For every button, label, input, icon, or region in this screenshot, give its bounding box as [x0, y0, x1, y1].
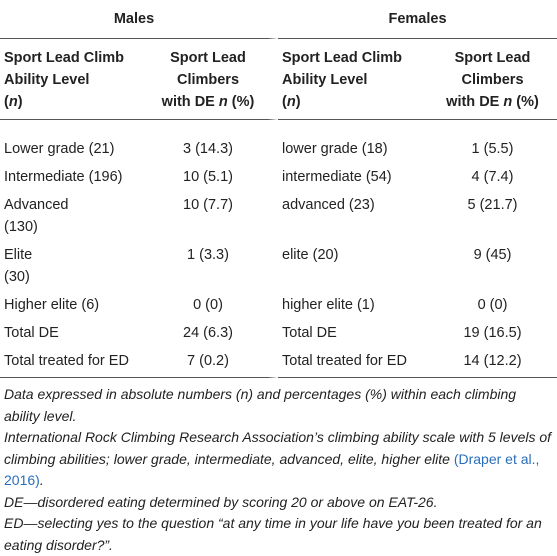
table-row: Higher elite (6) 0 (0) higher elite (1) 0 (… — [0, 289, 557, 317]
cell-line: Elite — [4, 247, 33, 263]
table-cell: Advanced (130) — [0, 189, 148, 239]
cell-line: (30) — [4, 269, 30, 285]
note-text: . — [39, 472, 44, 488]
table-notes: Data expressed in absolute numbers (n) a… — [0, 378, 557, 556]
table-cell: 0 (0) — [477, 297, 508, 313]
group-row: Males Females — [0, 0, 557, 39]
group-header: Males — [0, 0, 278, 39]
table-cell: Total DE — [4, 325, 59, 341]
header-line: with DE n (%) — [432, 91, 553, 113]
header-text: with DE — [161, 94, 219, 110]
header-text: Sport Lead — [170, 50, 246, 66]
header-text: Climbers — [176, 72, 240, 88]
table-cell: 9 (45) — [473, 247, 512, 263]
header-text: n — [8, 94, 18, 110]
table-cell: 5 (21.7) — [467, 197, 518, 213]
header-text: (%) — [227, 94, 255, 110]
table-row: Elite (30) 1 (3.3) elite (20) 9 (45) — [0, 239, 557, 289]
table-cell: 24 (6.3) — [148, 317, 278, 345]
header-line: Ability Level — [4, 69, 144, 91]
note: ED—selecting yes to the question “at any… — [4, 513, 553, 556]
header-line: (n) — [4, 91, 144, 113]
table-cell: intermediate (54) — [282, 169, 392, 185]
table-cell: Higher elite (6) — [4, 297, 100, 313]
table-cell: 3 (14.3) — [148, 120, 278, 161]
header-text: n — [503, 94, 513, 110]
table-cell: 1 (3.3) — [148, 239, 278, 289]
table-cell: Total DE — [282, 325, 337, 341]
table-cell: 10 (7.7) — [148, 189, 278, 239]
table-cell: Total treated for ED — [0, 345, 148, 378]
note-text: Data expressed in absolute numbers (n) a… — [4, 386, 517, 424]
table-cell: 1 (5.5) — [471, 141, 514, 157]
table-row: Total treated for ED 7 (0.2) Total treated… — [0, 345, 557, 378]
table-cell: Intermediate (196) — [4, 169, 123, 185]
note-text: International Rock Climbing Research Ass… — [4, 429, 552, 467]
header-line: Sport Lead — [432, 47, 553, 69]
table-row: Total DE 24 (6.3) Total DE 19 (16.5) — [0, 317, 557, 345]
header-text: Ability Level — [4, 72, 90, 88]
header-text: ) — [295, 94, 301, 110]
header-line: (n) — [282, 91, 424, 113]
header-text: Sport Lead — [454, 50, 531, 66]
citation-link[interactable]: (Draper et al., 2016) — [4, 450, 540, 489]
table-body: Lower grade (21) 3 (14.3) lower grade (18)… — [0, 120, 557, 378]
note: Data expressed in absolute numbers (n) a… — [4, 384, 553, 427]
header-text: n — [286, 94, 296, 110]
table-cell: elite (20) — [282, 247, 339, 263]
column-header: Sport Lead Climb Ability Level (n) — [278, 39, 428, 120]
column-header: Sport Lead Climbers with DE n (%) — [428, 39, 557, 120]
header-text: Sport Lead Climb — [282, 50, 403, 66]
table-cell: 10 (5.1) — [148, 161, 278, 189]
table-cell: 7 (0.2) — [148, 345, 278, 378]
table-cell: higher elite (1) — [282, 297, 375, 313]
table-head: Males Females Sport Lead Climb Ability Lev… — [0, 0, 557, 120]
header-line: Climbers — [432, 69, 553, 91]
header-line: with DE n (%) — [152, 91, 264, 113]
table-cell: Elite (30) — [0, 239, 148, 289]
table-cell: 0 (0) — [148, 289, 278, 317]
header-line: Sport Lead Climb — [282, 47, 424, 69]
note-text: ED—selecting yes to the question “at any… — [4, 515, 542, 553]
table-cell: 19 (16.5) — [463, 325, 522, 341]
header-text: with DE — [446, 94, 504, 110]
header-text: Sport Lead Climb — [4, 50, 125, 66]
table-cell: advanced (23) — [282, 197, 375, 213]
header-text: ) — [17, 94, 23, 110]
table-cell: Total treated for ED — [278, 345, 428, 378]
column-header-row: Sport Lead Climb Ability Level (n) Sport Le… — [0, 39, 557, 120]
table-cell: Lower grade (21) — [4, 141, 115, 157]
table-row: Advanced (130) 10 (7.7) advanced (23) 5 (21.… — [0, 189, 557, 239]
cell-line: (130) — [4, 219, 38, 235]
column-header: Sport Lead Climbers with DE n (%) — [148, 39, 278, 120]
note: International Rock Climbing Research Ass… — [4, 427, 553, 492]
header-line: Sport Lead — [152, 47, 264, 69]
table-row: Intermediate (196) 10 (5.1) intermediate (… — [0, 161, 557, 189]
header-line: Ability Level — [282, 69, 424, 91]
header-line: Climbers — [152, 69, 264, 91]
table-row: Lower grade (21) 3 (14.3) lower grade (18)… — [0, 120, 557, 161]
column-header: Sport Lead Climb Ability Level (n) — [0, 39, 148, 120]
header-text: Ability Level — [282, 72, 368, 88]
header-text: Climbers — [461, 72, 524, 88]
table-cell: 4 (7.4) — [471, 169, 514, 185]
header-text: n — [218, 94, 228, 110]
cell-line: Advanced — [4, 197, 69, 213]
note-text: DE—disordered eating determined by scori… — [4, 493, 438, 510]
table-cell: lower grade (18) — [282, 141, 388, 157]
note: DE—disordered eating determined by scori… — [4, 492, 553, 514]
header-line: Sport Lead Climb — [4, 47, 144, 69]
group-header: Females — [278, 0, 557, 39]
header-text: ( — [282, 94, 287, 110]
table-cell: 14 (12.2) — [428, 345, 557, 378]
data-table: Males Females Sport Lead Climb Ability Lev… — [0, 0, 557, 378]
header-text: (%) — [512, 94, 539, 110]
header-text: ( — [4, 94, 9, 110]
